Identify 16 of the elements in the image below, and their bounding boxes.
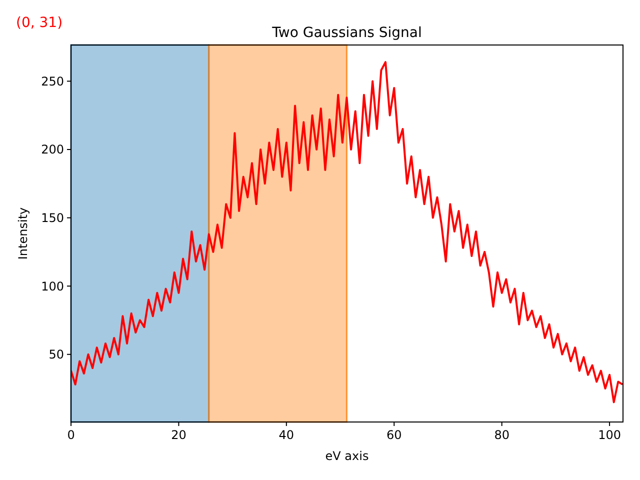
- x-tick-label: 0: [67, 428, 75, 442]
- x-tick-label: 60: [386, 428, 402, 442]
- y-tick-label: 150: [41, 210, 64, 225]
- x-tick-label: 100: [598, 428, 621, 442]
- x-axis-title: eV axis: [325, 449, 369, 463]
- y-tick-label: 250: [41, 74, 64, 88]
- chart-title: Two Gaussians Signal: [271, 25, 422, 41]
- x-tick-label: 20: [171, 428, 186, 442]
- x-tick-label: 40: [278, 428, 294, 442]
- x-tick-label: 80: [494, 428, 510, 442]
- y-tick-label: 200: [41, 142, 64, 157]
- y-tick-label: 50: [48, 348, 64, 362]
- line-series: [71, 61, 623, 404]
- y-tick-label: 100: [41, 279, 64, 294]
- y-axis-title: Intensity: [16, 207, 30, 260]
- text: (0, 31): [16, 15, 63, 31]
